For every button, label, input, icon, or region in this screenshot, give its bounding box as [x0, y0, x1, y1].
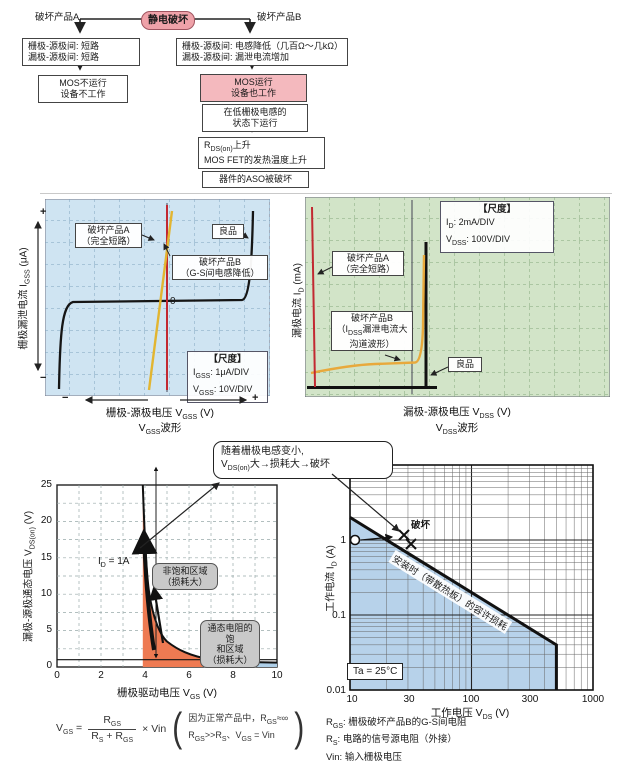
aso-ytick-1: 1: [340, 535, 346, 546]
vgs-xtick-8: 8: [230, 670, 236, 681]
vgs-xtick-10: 10: [271, 670, 283, 681]
aso-xtick-30: 30: [403, 694, 415, 705]
aso-xtick-1000: 1000: [581, 694, 605, 705]
dss-label-product-a: 破坏产品A （完全短路）: [332, 251, 404, 276]
gss-x-plus: +: [252, 392, 259, 404]
formula-rhs: × Vin: [142, 723, 167, 735]
pointer-label-a: [141, 234, 155, 241]
aso-notes: RGS: 栅极破坏产品B的G-S间电阻 RS: 电路的信号源电阻（外接） Vin…: [326, 717, 467, 763]
dss-scale-box: 【尺度】 ID: 2mA/DIV VDSS: 100V/DIV: [440, 201, 554, 253]
vgs-id-condition: ID = 1A: [98, 556, 130, 569]
flowchart-box-a2: MOS不运行 设备不工作: [38, 75, 128, 103]
aso-damage-label: 破坏: [411, 520, 431, 531]
dss-x-axis-label: 漏极-源极电压 VDSS (V): [403, 406, 511, 421]
vgs-ytick-10: 10: [40, 588, 52, 599]
branch-label-b: 破坏产品B: [257, 12, 302, 23]
vgs-xtick-2: 2: [98, 670, 104, 681]
vgs-ytick-20: 20: [40, 515, 52, 526]
gss-y-axis-label: 栅极漏泄电流 IGSS (μA): [18, 247, 32, 350]
formula-paren-right: ): [294, 706, 305, 751]
pointer-label-b: [384, 354, 401, 362]
vgs-region1-label: 非饱和区域 （损耗大）: [152, 563, 218, 590]
flowchart-box-b5: 器件的ASO被破坏: [202, 171, 309, 188]
dss-label-product-b: 破坏产品B （IDSS漏泄电流大 沟道波形）: [331, 311, 413, 352]
aso-ytick-01: 0.1: [332, 610, 346, 621]
rise-arrow-small: [148, 585, 165, 644]
vgs-region2-label: 通态电阻的饱 和区域 （损耗大）: [200, 620, 260, 668]
aso-ytick-001: 0.01: [326, 685, 346, 696]
aso-x-axis-label: 工作电压 VDS (V): [430, 707, 510, 722]
branch-label-a: 破坏产品A: [35, 12, 80, 23]
pointer-label-b: [163, 243, 171, 257]
vgs-ytick-15: 15: [40, 552, 52, 563]
vgs-formula: VGS = RGS RS + RGS × Vin ( 因为正常产品中，RGS≈∞…: [56, 706, 304, 751]
vgs-xtick-0: 0: [54, 670, 60, 681]
flowchart-box-b1: 栅极-源极间: 电感降低（几百Ω～几kΩ） 漏极-源极间: 漏泄电流增加: [176, 38, 348, 66]
pointer-label-good: [430, 366, 449, 376]
aso-boundary-line: [349, 516, 558, 690]
gss-label-product-a: 破坏产品A （完全短路）: [75, 223, 142, 248]
aso-y-axis-label: 工作电流 ID (A): [325, 545, 339, 612]
formula-lhs: VGS =: [56, 721, 83, 737]
gss-zero: 0: [170, 296, 176, 307]
gss-scale-box: 【尺度】 IGSS: 1μA/DIV VGSS: 10V/DIV: [187, 351, 268, 403]
aso-xtick-10: 10: [346, 694, 358, 705]
gss-label-product-b: 破坏产品B （G-S间电感降低）: [172, 255, 268, 280]
flowchart-box-b2: MOS运行 设备也工作: [200, 74, 307, 102]
flowchart-box-b3: 在低栅极电感的 状态下运行: [202, 104, 308, 132]
aso-plot-frame: [349, 464, 594, 691]
flowchart-box-a1: 栅极-源极间: 短路 漏极-源极间: 短路: [22, 38, 140, 66]
formula-paren-left: (: [172, 706, 183, 751]
aso-temperature-condition: Ta = 25°C: [347, 663, 404, 680]
vgs-xtick-6: 6: [186, 670, 192, 681]
vgs-x-axis-label: 栅极驱动电压 VGS (V): [117, 687, 217, 702]
damage-x-marker-1: [398, 529, 410, 541]
pointer-to-damage: [360, 533, 394, 542]
flowchart-root: 静电破坏: [141, 11, 195, 30]
dss-y-axis-label: 漏极电流 ID (mA): [292, 262, 306, 339]
gss-x-axis-label: 栅极-源极电压 VGSS (V): [105, 407, 215, 422]
callout-box: 随着栅极电感变小, VDS(on)大→损耗大→破坏: [213, 441, 393, 479]
operating-point-marker: [349, 534, 361, 546]
gss-x-waveform-label: VGSS波形: [138, 422, 182, 437]
gss-label-good: 良品: [212, 224, 244, 239]
panel-divider: [40, 193, 612, 194]
vgs-ytick-0: 0: [46, 660, 52, 671]
formula-fraction: RGS RS + RGS: [88, 714, 137, 744]
vgs-xtick-4: 4: [142, 670, 148, 681]
trace-good: [57, 210, 255, 390]
vgs-ytick-25: 25: [40, 479, 52, 490]
aso-xtick-300: 300: [521, 694, 539, 705]
vgs-y-axis-label: 漏极-源极通态电压 VDS(on) (V): [23, 510, 37, 643]
trace-product-b: [147, 210, 174, 391]
trace-product-a: [311, 206, 316, 388]
flowchart-box-b4: RDS(on)上升 MOS FET的发热温度上升: [198, 137, 325, 169]
region-unsaturated: [142, 485, 211, 667]
vgs-ytick-5: 5: [46, 624, 52, 635]
formula-note: 因为正常产品中，RGS≈∞ RGS>>RS、VGS = Vin: [188, 713, 289, 743]
gss-x-minus: −: [62, 392, 69, 404]
gss-y-minus: −: [40, 372, 47, 384]
gss-y-plus: +: [40, 206, 47, 218]
damage-x-marker-2: [405, 538, 417, 550]
dss-label-good: 良品: [448, 357, 482, 372]
dss-x-waveform-label: VDSS波形: [435, 422, 479, 437]
aso-xtick-100: 100: [462, 694, 480, 705]
trace-product-b: [310, 254, 426, 375]
pointer-label-a: [317, 266, 333, 275]
